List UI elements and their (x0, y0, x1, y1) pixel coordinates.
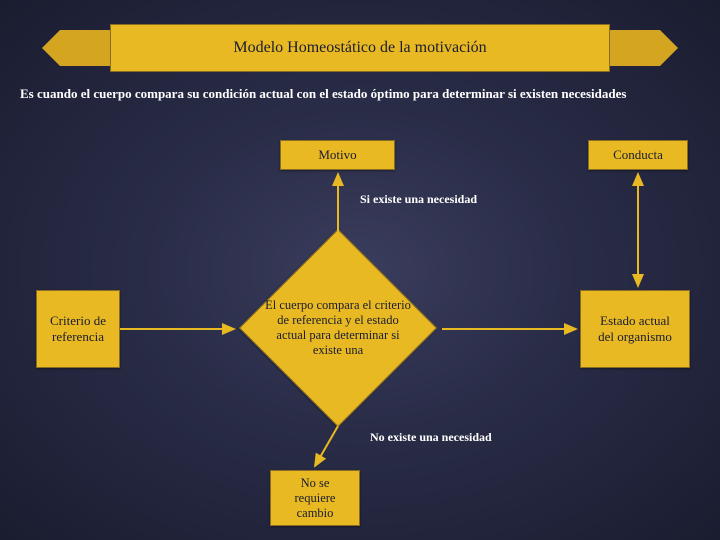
intro-text: Es cuando el cuerpo compara su condición… (20, 86, 700, 103)
node-estado: Estado actual del organismo (580, 290, 690, 368)
node-motivo-label: Motivo (318, 147, 356, 163)
node-estado-label: Estado actual del organismo (591, 313, 679, 345)
node-conducta-label: Conducta (613, 147, 663, 163)
node-motivo: Motivo (280, 140, 395, 170)
node-conducta: Conducta (588, 140, 688, 170)
banner-title: Modelo Homeostático de la motivación (233, 39, 486, 57)
title-banner: Modelo Homeostático de la motivación (110, 24, 610, 72)
node-criterio-label: Criterio de referencia (47, 313, 109, 345)
node-nocambio: No se requiere cambio (270, 470, 360, 526)
edge-label-no: No existe una necesidad (370, 430, 492, 445)
banner-main: Modelo Homeostático de la motivación (110, 24, 610, 72)
node-decision: El cuerpo compara el criterio de referen… (238, 228, 438, 428)
node-decision-label: El cuerpo compara el criterio de referen… (263, 298, 413, 358)
edge-label-si: Si existe una necesidad (360, 192, 477, 207)
node-criterio: Criterio de referencia (36, 290, 120, 368)
node-nocambio-label: No se requiere cambio (281, 476, 349, 521)
